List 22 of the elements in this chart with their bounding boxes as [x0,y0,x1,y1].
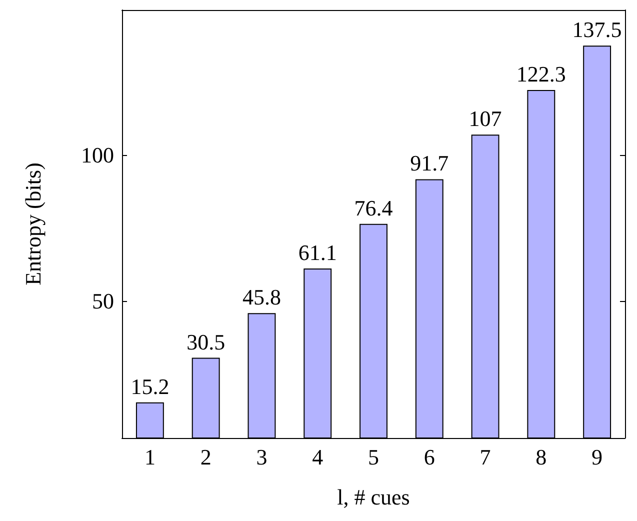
data-label: 122.3 [516,61,566,86]
data-label: 61.1 [298,240,337,265]
data-label: 15.2 [130,374,170,399]
data-label: 107 [468,106,502,132]
x-tick-label: 1 [144,444,156,470]
data-label: 45.8 [242,284,281,310]
x-tick-label: 8 [536,444,547,470]
x-tick-label: 6 [424,444,435,470]
data-label: 76.4 [354,195,393,220]
x-tick-label: 9 [592,444,603,470]
x-tick-label: 3 [256,444,268,470]
y-axis-title: Entropy (bits) [20,162,46,286]
x-tick-label: 5 [368,444,379,470]
x-tick-label: 2 [200,444,212,470]
data-label: 30.5 [186,329,226,354]
x-axis-title: l, # cues [337,484,410,510]
y-tick-label: 100 [81,142,114,168]
x-tick-label: 4 [312,444,324,470]
data-label: 91.7 [410,150,449,176]
data-label: 137.5 [572,17,622,42]
x-tick-label: 7 [480,444,491,470]
y-tick-label: 50 [92,288,114,314]
